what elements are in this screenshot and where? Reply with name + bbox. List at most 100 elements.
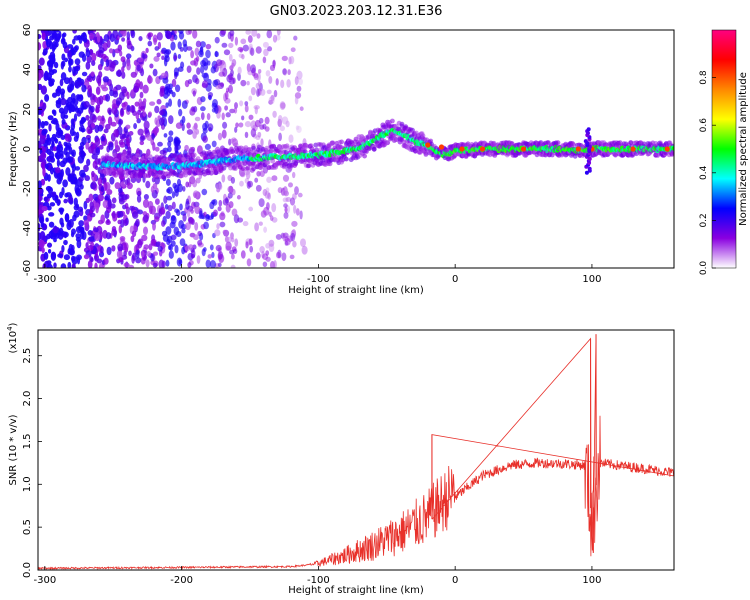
spectrogram-y-tick-label: 20 [22,103,33,116]
spectrogram-noise-cell [71,163,77,172]
spectrogram-halo-cell [240,166,246,171]
spectrogram-noise-cell [170,41,176,51]
spectrogram-noise-cell [186,65,192,73]
spectrogram-noise-cell [282,68,288,76]
spectrogram-noise-cell [143,120,150,130]
spectrogram-noise-cell [133,225,138,232]
spectrogram-noise-cell [152,141,156,151]
snr-x-tick-label: -300 [33,575,56,586]
spectrogram-noise-cell [188,146,194,155]
snr-x-ticks: -300 -200 -100 0 100 [33,566,601,586]
spectrogram-noise-cell [144,128,150,134]
spectrogram-noise-cell [190,209,194,214]
spectrogram-y-axis-label: Frequency (Hz) [8,111,19,187]
spectrogram-noise-cell [120,181,125,187]
spectrogram-noise-cell [55,88,62,97]
spectrogram-noise-cell [67,84,73,93]
spectrogram-noise-cell [114,139,119,149]
spectrogram-noise-cell [149,63,154,69]
spectrogram-noise-cell [196,67,201,75]
spectrogram-noise-cell [73,98,79,106]
spectrogram-noise-cell [125,53,132,59]
snr-x-tick-label: 100 [582,575,601,586]
spectrogram-noise-cell [177,98,182,108]
snr-scale-label: (x104) [6,322,19,353]
spectrogram-noise-cell [237,72,241,82]
spectrogram-x-tick-label: -100 [307,274,330,285]
spectrogram-noise-cell [51,140,55,148]
spectrogram-noise-cell [179,203,183,211]
spectrogram-halo-cell [339,139,344,145]
spectrogram-noise-cell [91,114,97,123]
spectrogram-noise-cell [167,140,172,148]
spectrogram-noise-cell [138,104,143,113]
spectrogram-noise-cell [70,123,76,131]
spectrogram-halo-cell [671,150,674,156]
spectrogram-noise-cell [140,68,145,77]
spectrogram-noise-cell [177,54,182,59]
spectrogram-noise-cell [259,124,265,130]
spectrogram-noise-cell [79,94,84,100]
spectrogram-noise-cell [83,37,88,43]
spectrogram-noise-cell [97,219,104,225]
spectrogram-noise-cell [89,212,96,218]
spectrogram-noise-cell [173,34,178,41]
spectrogram-noise-cell [169,221,176,229]
spectrogram-noise-cell [73,113,78,122]
spectrogram-noise-cell [254,106,258,115]
spectrogram-noise-cell [38,180,42,190]
spectrogram-noise-cell [63,105,69,115]
spectrogram-marks [38,30,674,268]
spectrogram-noise-cell [61,118,66,125]
spectrogram-noise-cell [221,129,227,139]
spectrogram-noise-cell [43,196,48,202]
spectrogram-noise-cell [141,234,148,242]
spectrogram-noise-cell [174,71,179,77]
spectrogram-noise-cell [44,163,49,170]
spectrogram-noise-cell [165,178,171,186]
spectrogram-noise-cell [51,191,57,197]
spectrogram-noise-cell [169,89,174,95]
spectrogram-noise-cell [68,58,73,65]
spectrogram-noise-cell [181,115,186,124]
spectrogram-halo-cell [555,140,561,146]
snr-y-tick-label: 1.5 [22,433,33,449]
spectrogram-noise-cell [68,218,74,228]
spectrogram-noise-cell [48,78,54,87]
spectrogram-spike-cell [583,139,588,144]
spectrogram-noise-cell [150,239,157,246]
spectrogram-noise-cell [74,58,81,65]
spectrogram-noise-cell [43,251,49,260]
spectrogram-noise-cell [90,122,96,128]
spectrogram-noise-cell [95,86,101,96]
spectrogram-noise-cell [230,69,234,77]
spectrogram-noise-cell [126,104,131,112]
spectrogram-noise-cell [282,186,288,196]
spectrogram-noise-cell [52,226,59,234]
spectrogram-noise-cell [52,117,58,123]
spectrogram-noise-cell [187,181,192,188]
spectrogram-noise-cell [200,96,206,103]
spectrogram-noise-cell [296,70,303,80]
spectrogram-noise-cell [283,211,289,219]
spectrogram-noise-cell [48,123,52,132]
spectrogram-noise-cell [202,80,209,89]
colorbar-tick-label: 0.8 [699,70,709,85]
spectrogram-noise-cell [48,221,55,228]
spectrogram-noise-cell [130,71,137,78]
spectrogram-noise-cell [47,115,54,121]
spectrogram-noise-cell [214,50,218,58]
spectrogram-halo-cell [195,156,201,162]
snr-x-axis-label: Height of straight line (km) [288,585,424,596]
spectrogram-noise-cell [166,195,173,201]
spectrogram-noise-cell [236,195,241,200]
spectrogram-noise-cell [187,30,193,35]
spectrogram-noise-cell [72,46,78,53]
spectrogram-noise-cell [197,239,203,246]
spectrogram-noise-cell [97,124,104,132]
spectrogram-noise-cell [111,210,116,219]
spectrogram-noise-cell [64,192,69,198]
spectrogram-noise-cell [60,97,67,106]
spectrogram-noise-cell [63,254,71,261]
spectrogram-noise-cell [105,123,111,130]
